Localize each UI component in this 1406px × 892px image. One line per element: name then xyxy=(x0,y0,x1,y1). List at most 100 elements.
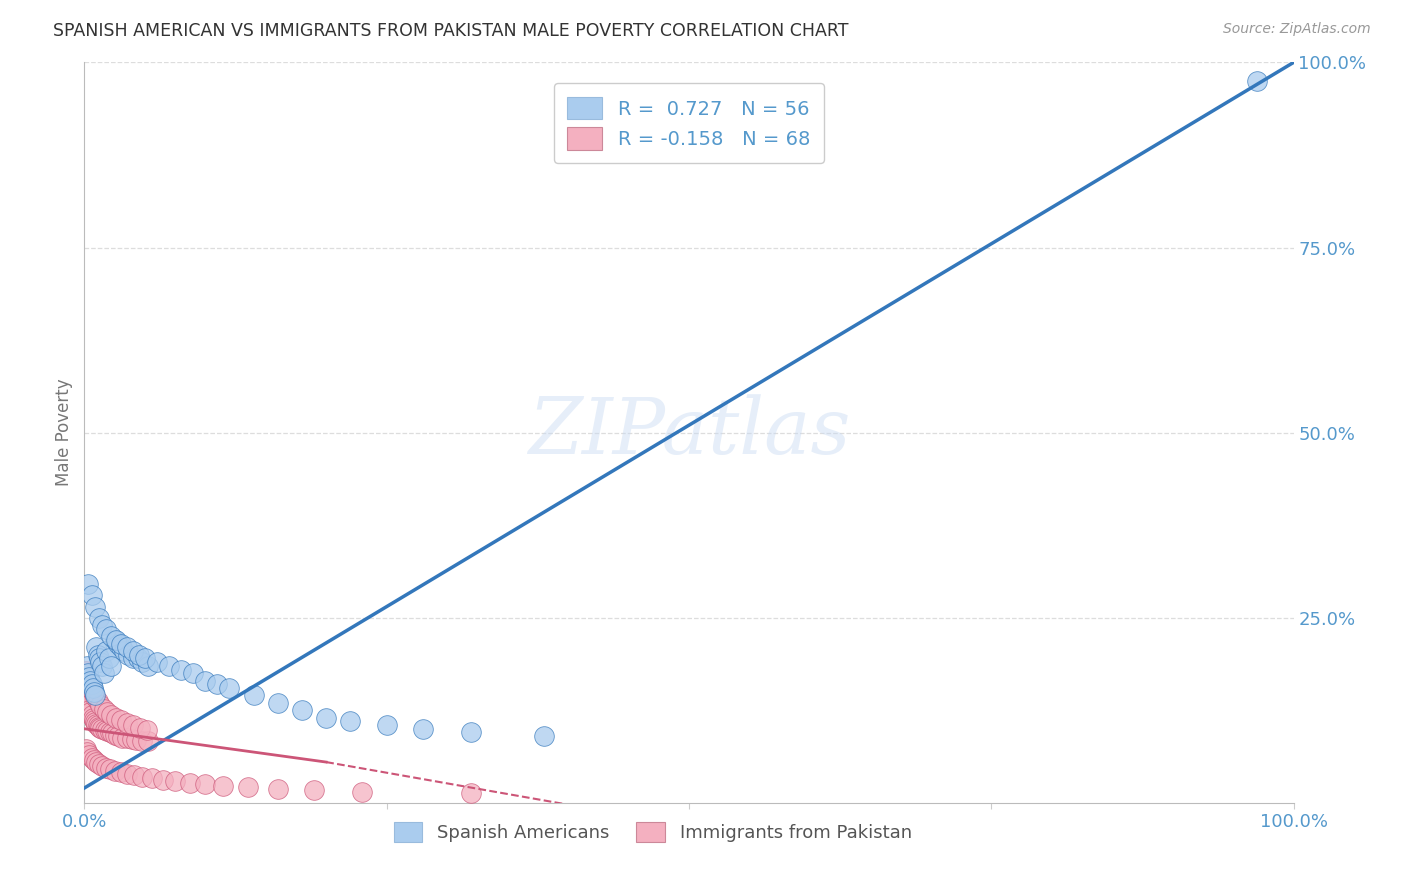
Point xyxy=(375,718,398,732)
Point xyxy=(267,696,290,710)
Point xyxy=(101,726,124,740)
Point xyxy=(77,666,100,681)
Point xyxy=(79,673,101,688)
Point xyxy=(76,746,98,760)
Point xyxy=(152,772,174,787)
Point xyxy=(121,644,143,658)
Point xyxy=(86,755,108,769)
Point xyxy=(218,681,240,695)
Point xyxy=(533,729,555,743)
Point xyxy=(84,690,107,704)
Point xyxy=(91,618,114,632)
Point xyxy=(76,693,98,707)
Point xyxy=(93,702,115,716)
Point xyxy=(131,733,153,747)
Point xyxy=(79,679,101,693)
Point xyxy=(104,728,127,742)
Point xyxy=(80,589,103,603)
Point xyxy=(110,637,132,651)
Point xyxy=(117,648,139,662)
Point xyxy=(146,655,169,669)
Point xyxy=(75,664,97,678)
Point xyxy=(138,658,160,673)
Legend: Spanish Americans, Immigrants from Pakistan: Spanish Americans, Immigrants from Pakis… xyxy=(387,815,920,849)
Point xyxy=(138,734,160,748)
Point xyxy=(89,655,111,669)
Point xyxy=(134,651,156,665)
Point xyxy=(212,779,235,793)
Text: SPANISH AMERICAN VS IMMIGRANTS FROM PAKISTAN MALE POVERTY CORRELATION CHART: SPANISH AMERICAN VS IMMIGRANTS FROM PAKI… xyxy=(53,22,849,40)
Point xyxy=(89,721,111,735)
Point xyxy=(129,721,152,735)
Point xyxy=(207,677,229,691)
Point xyxy=(128,648,150,662)
Point xyxy=(86,648,108,662)
Y-axis label: Male Poverty: Male Poverty xyxy=(55,379,73,486)
Point xyxy=(83,713,105,727)
Point xyxy=(121,718,143,732)
Point xyxy=(91,658,114,673)
Text: ZIPatlas: ZIPatlas xyxy=(527,394,851,471)
Point xyxy=(82,711,104,725)
Point xyxy=(91,722,114,736)
Point xyxy=(77,748,100,763)
Point xyxy=(91,758,114,772)
Point xyxy=(107,637,129,651)
Point xyxy=(87,610,110,624)
Point xyxy=(127,651,149,665)
Point xyxy=(83,753,105,767)
Point xyxy=(115,715,138,730)
Point xyxy=(75,742,97,756)
Point xyxy=(111,731,134,745)
Point xyxy=(115,767,138,781)
Point xyxy=(93,666,115,681)
Point xyxy=(339,714,361,729)
Point xyxy=(80,677,103,691)
Point xyxy=(94,622,117,636)
Point xyxy=(352,785,374,799)
Point xyxy=(98,725,121,739)
Point xyxy=(131,770,153,784)
Point xyxy=(104,764,127,778)
Point xyxy=(115,640,138,655)
Point xyxy=(94,723,117,738)
Point xyxy=(98,763,121,777)
Point xyxy=(83,685,105,699)
Point xyxy=(115,731,138,746)
Point xyxy=(315,711,337,725)
Point xyxy=(84,689,107,703)
Point xyxy=(194,673,217,688)
Point xyxy=(80,750,103,764)
Point xyxy=(165,774,187,789)
Point xyxy=(412,722,434,736)
Point xyxy=(89,698,111,712)
Point xyxy=(80,708,103,723)
Point xyxy=(141,772,163,786)
Point xyxy=(104,632,127,647)
Point xyxy=(84,715,107,730)
Point xyxy=(110,713,132,727)
Point xyxy=(87,720,110,734)
Point xyxy=(86,718,108,732)
Point xyxy=(77,698,100,712)
Point xyxy=(87,757,110,772)
Point xyxy=(82,685,104,699)
Point xyxy=(179,776,201,790)
Point xyxy=(86,640,108,655)
Point xyxy=(131,655,153,669)
Point xyxy=(77,577,100,591)
Point xyxy=(121,651,143,665)
Point xyxy=(77,672,100,686)
Point xyxy=(79,706,101,720)
Point xyxy=(107,729,129,743)
Point xyxy=(236,780,259,795)
Point xyxy=(1246,74,1268,88)
Point xyxy=(104,711,127,725)
Point xyxy=(125,732,148,747)
Point xyxy=(100,629,122,643)
Point xyxy=(96,723,118,738)
Point xyxy=(170,663,193,677)
Point xyxy=(82,681,104,695)
Point xyxy=(136,723,159,738)
Point xyxy=(87,651,110,665)
